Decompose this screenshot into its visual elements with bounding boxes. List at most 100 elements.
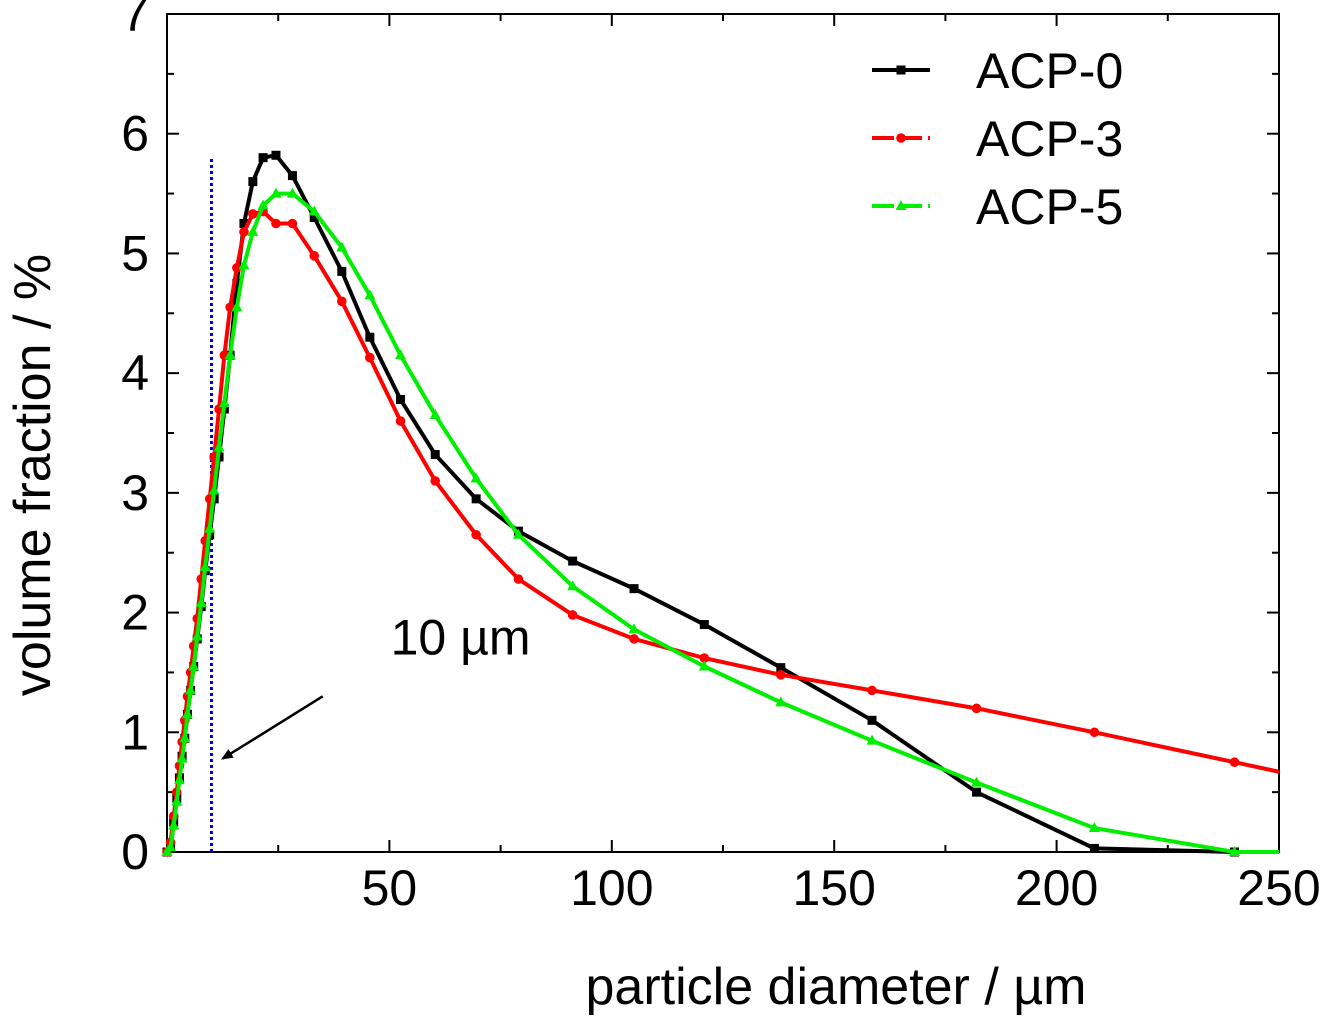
data-point [232, 262, 242, 273]
data-point [971, 703, 982, 714]
y-tick-label: 7 [121, 0, 149, 42]
legend-marker [896, 133, 906, 143]
data-point [213, 441, 225, 452]
data-point [699, 620, 709, 630]
data-point [224, 349, 236, 360]
data-point [629, 584, 639, 594]
data-point [471, 529, 481, 540]
data-point [238, 259, 250, 270]
data-point [309, 251, 320, 261]
y-ticks: 0 1 2 3 4 5 6 7 [121, 0, 1279, 880]
series-line-acp-3 [165, 209, 1280, 853]
data-point [287, 218, 298, 229]
data-point [168, 819, 180, 830]
legend-label-acp-5: ACP-5 [976, 179, 1123, 235]
annotation-label: 10 µm [391, 610, 531, 666]
data-point [866, 734, 878, 745]
data-point [204, 522, 216, 533]
data-point [629, 634, 639, 644]
annotation-arrow [220, 695, 324, 760]
series-line-acp-0 [165, 153, 1279, 854]
x-tick-label: 100 [570, 860, 653, 916]
series-acp-3 [162, 206, 1280, 857]
series-line-acp-5 [165, 191, 1279, 854]
data-point [512, 528, 524, 539]
data-point [271, 218, 281, 229]
data-point [188, 660, 200, 671]
data-point [972, 787, 982, 797]
y-tick-label: 4 [121, 345, 149, 401]
legend-label-acp-0: ACP-0 [976, 43, 1123, 99]
data-point [176, 752, 188, 763]
data-point [218, 397, 230, 408]
data-point [699, 653, 710, 663]
data-point [429, 409, 441, 420]
legend-label-acp-3: ACP-3 [976, 111, 1123, 167]
data-point [336, 241, 348, 252]
data-point [430, 450, 440, 460]
data-point [628, 623, 640, 634]
data-point [776, 670, 786, 680]
data-point [470, 472, 482, 483]
data-point [776, 663, 786, 673]
data-point [867, 715, 877, 725]
data-point [258, 153, 268, 163]
data-point [270, 187, 282, 198]
data-point [568, 556, 578, 566]
x-tick-label: 150 [792, 860, 875, 916]
data-point [199, 561, 211, 572]
data-point [567, 610, 578, 620]
data-point [171, 795, 183, 806]
legend: ACP-0 ACP-3 ACP-5 [872, 43, 1123, 235]
data-point [191, 630, 203, 641]
x-ticks: 50 100 150 200 250 [277, 14, 1321, 916]
y-tick-label: 0 [121, 824, 149, 880]
data-point [195, 596, 207, 607]
series-acp-5 [161, 187, 1279, 856]
data-point [365, 352, 375, 363]
data-point [396, 394, 406, 404]
data-point [308, 205, 320, 216]
data-point [286, 187, 298, 198]
data-point [1229, 846, 1241, 856]
data-point [513, 574, 524, 584]
x-tick-label: 250 [1237, 860, 1320, 916]
data-point [247, 225, 259, 236]
data-point [231, 301, 243, 312]
data-point [1089, 727, 1100, 738]
series-layer [161, 150, 1280, 857]
data-point [309, 213, 319, 223]
data-point [775, 696, 787, 707]
data-point [1229, 757, 1240, 768]
y-tick-label: 6 [121, 106, 149, 162]
data-point [239, 227, 249, 237]
data-point [364, 289, 376, 300]
data-point [232, 278, 242, 288]
data-point [1088, 822, 1100, 833]
data-point [365, 332, 375, 342]
data-point [165, 841, 177, 852]
data-point [471, 494, 481, 504]
data-point [287, 171, 297, 181]
y-tick-label: 5 [121, 225, 149, 281]
data-point [867, 685, 877, 696]
data-point [208, 484, 220, 495]
data-point [181, 708, 193, 719]
data-point [248, 209, 258, 219]
data-point [337, 296, 347, 307]
data-point [248, 177, 258, 187]
data-point [395, 416, 406, 426]
legend-marker [896, 65, 906, 75]
data-point [698, 660, 710, 671]
data-point [395, 349, 407, 360]
series-acp-0 [162, 150, 1279, 857]
data-point [567, 580, 579, 591]
x-axis-title: particle diameter / µm [585, 958, 1086, 1016]
y-tick-label: 1 [121, 704, 149, 760]
data-point [185, 684, 197, 695]
y-axis-title: volume fraction / % [4, 254, 62, 696]
data-point [173, 774, 185, 785]
data-point [430, 476, 441, 486]
legend-marker [895, 200, 907, 210]
data-point [971, 776, 983, 787]
